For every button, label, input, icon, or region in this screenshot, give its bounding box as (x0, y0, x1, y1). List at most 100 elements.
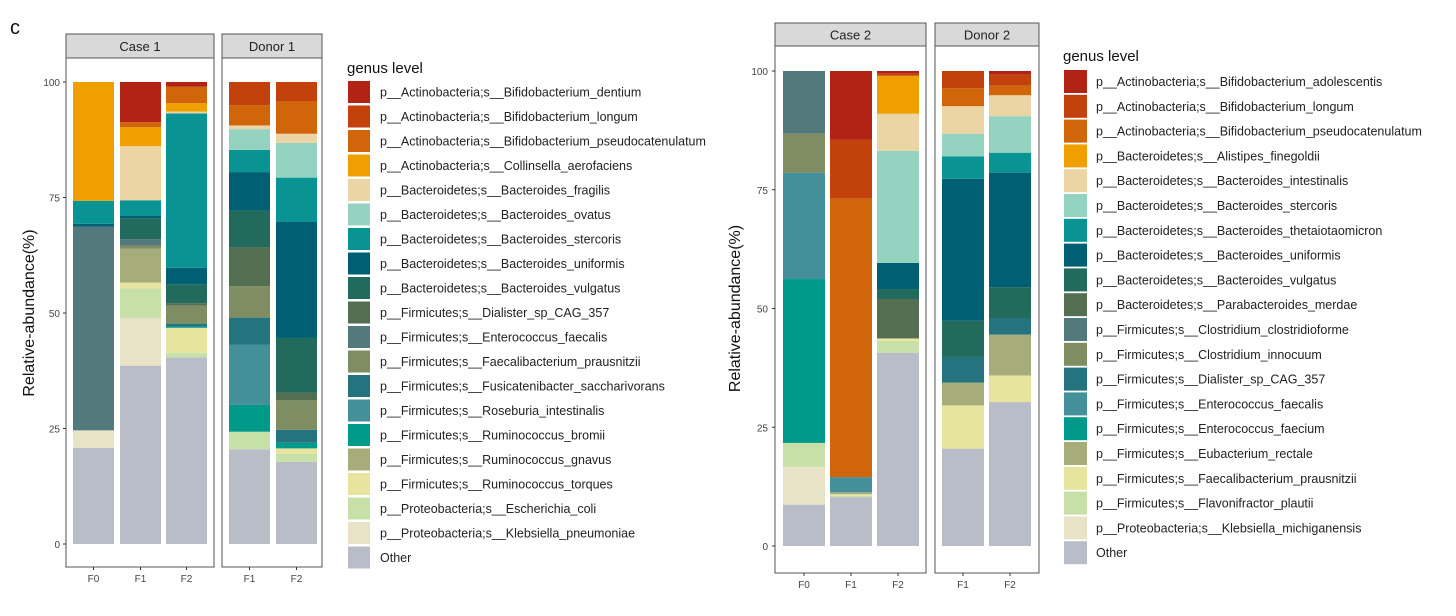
bar-segment (942, 106, 984, 134)
bar-segment (166, 267, 207, 285)
legend-item: p__Actinobacteria;s__Bifidobacterium_ado… (1064, 70, 1382, 93)
legend-item: p__Firmicutes;s__Faecalibacterium_prausn… (348, 350, 641, 373)
legend-item: p__Bacteroidetes;s__Bacteroides_uniformi… (1064, 243, 1341, 267)
bar-segment (166, 303, 207, 306)
x-tick-label: F1 (845, 580, 857, 591)
bar-segment (276, 461, 317, 544)
x-tick-label: F1 (957, 580, 969, 591)
bar-segment (73, 82, 114, 201)
bar-segment (276, 442, 317, 449)
legend-swatch (1064, 466, 1087, 490)
bar-segment (166, 352, 207, 358)
legend-item: p__Firmicutes;s__Roseburia_intestinalis (348, 399, 604, 422)
legend-title: genus level (347, 60, 423, 77)
bar-segment (877, 73, 919, 76)
legend-item: p__Proteobacteria;s__Klebsiella_michigan… (1064, 516, 1361, 540)
legend-item: p__Bacteroidetes;s__Alistipes_finegoldii (1064, 144, 1320, 168)
bar-segment (942, 405, 984, 449)
legend: genus level p__Actinobacteria;s__Bifidoba… (347, 60, 706, 569)
legend-swatch (348, 81, 370, 103)
bar-segment (229, 105, 270, 126)
bar-segment (229, 431, 270, 450)
bar-segment (73, 200, 114, 224)
legend-label: p__Firmicutes;s__Faecalibacterium_prausn… (380, 355, 641, 369)
bar-segment (276, 221, 317, 338)
bar-f2: F2 (166, 82, 207, 585)
bar-segment (229, 125, 270, 130)
bar-segment (830, 477, 872, 493)
legend-label: p__Bacteroidetes;s__Bacteroides_intestin… (1096, 174, 1348, 188)
facet-title: Case 2 (830, 28, 871, 43)
legend-label: p__Firmicutes;s__Clostridium_clostridiof… (1096, 323, 1349, 337)
legend-swatch (348, 424, 370, 446)
legend-label: p__Firmicutes;s__Clostridium_innocuum (1096, 348, 1322, 362)
facet-case-2: Case 2 F0 F1 F2 (774, 22, 927, 591)
figure-panel-label: c (10, 17, 20, 39)
legend-swatch (1064, 218, 1087, 242)
legend-item: p__Bacteroidetes;s__Bacteroides_vulgatus (1064, 268, 1336, 292)
legend-swatch (1064, 541, 1087, 565)
legend-swatch (348, 130, 370, 152)
legend-item: p__Firmicutes;s__Enterococcus_faecalis (348, 326, 607, 348)
bar-segment (942, 88, 984, 107)
bar-segment (942, 382, 984, 406)
facet-strip (221, 33, 323, 59)
legend-item: p__Firmicutes;s__Fusicatenibacter_saccha… (348, 375, 665, 397)
bar-segment (120, 239, 161, 246)
y-tick-label: 0 (54, 540, 60, 551)
bar-segment (783, 71, 825, 134)
legend-swatch (1064, 417, 1087, 441)
legend-swatch (1064, 293, 1087, 317)
legend-swatch (348, 522, 370, 544)
legend-label: Other (1096, 546, 1127, 560)
bar-segment (989, 375, 1031, 403)
legend-item: p__Proteobacteria;s__Escherichia_coli (348, 497, 596, 520)
legend-label: p__Actinobacteria;s__Bifidobacterium_den… (380, 86, 641, 100)
legend-label: p__Firmicutes;s__Flavonifractor_plautii (1096, 497, 1313, 511)
legend-swatch (1064, 94, 1087, 118)
bar-segment (229, 404, 270, 432)
legend-swatch (1064, 318, 1087, 341)
legend-swatch (348, 546, 370, 569)
bar-segment (989, 85, 1031, 96)
legend-swatch (1064, 119, 1087, 143)
bar-segment (120, 127, 161, 147)
bar-segment (120, 365, 161, 544)
bar-segment (877, 262, 919, 290)
bar-segment (830, 497, 872, 546)
legend-swatch (348, 252, 370, 275)
bar-segment (783, 504, 825, 546)
bar-segment (830, 494, 872, 496)
bar-segment (783, 133, 825, 173)
legend-label: p__Firmicutes;s__Ruminococcus_gnavus (380, 453, 611, 467)
legend-item: p__Bacteroidetes;s__Bacteroides_thetaiot… (1064, 218, 1382, 242)
legend-label: p__Bacteroidetes;s__Alistipes_finegoldii (1096, 149, 1320, 163)
bar-segment (276, 392, 317, 401)
legend-label: p__Bacteroidetes;s__Parabacteroides_merd… (1096, 298, 1357, 312)
legend-label: p__Firmicutes;s__Dialister_sp_CAG_357 (380, 306, 609, 320)
bar-segment (120, 146, 161, 201)
bar-segment (877, 352, 919, 546)
legend-item: p__Actinobacteria;s__Bifidobacterium_lon… (1064, 94, 1354, 118)
legend-swatch (348, 301, 370, 324)
y-axis-title: Relative-abundance(%) (727, 225, 744, 392)
bar-segment (166, 86, 207, 104)
legend-label: p__Proteobacteria;s__Klebsiella_pneumoni… (380, 527, 635, 541)
bar-segment (120, 248, 161, 283)
facet-strip (65, 33, 215, 59)
bar-segment (120, 122, 161, 128)
bar-segment (166, 82, 207, 87)
legend-label: p__Firmicutes;s__Faecalibacterium_prausn… (1096, 472, 1357, 486)
legend-swatch (348, 350, 370, 373)
bar-segment (276, 133, 317, 143)
bar-segment (73, 447, 114, 544)
bar-segment (276, 101, 317, 134)
bar-segment (73, 430, 114, 448)
legend-label: p__Firmicutes;s__Enterococcus_faecalis (380, 331, 607, 345)
bar-segment (877, 75, 919, 114)
legend-item: p__Firmicutes;s__Clostridium_innocuum (1064, 342, 1322, 366)
bar-segment (166, 113, 207, 268)
bar-segment (877, 338, 919, 341)
bar-segment (73, 226, 114, 431)
legend-swatch (1064, 268, 1087, 292)
